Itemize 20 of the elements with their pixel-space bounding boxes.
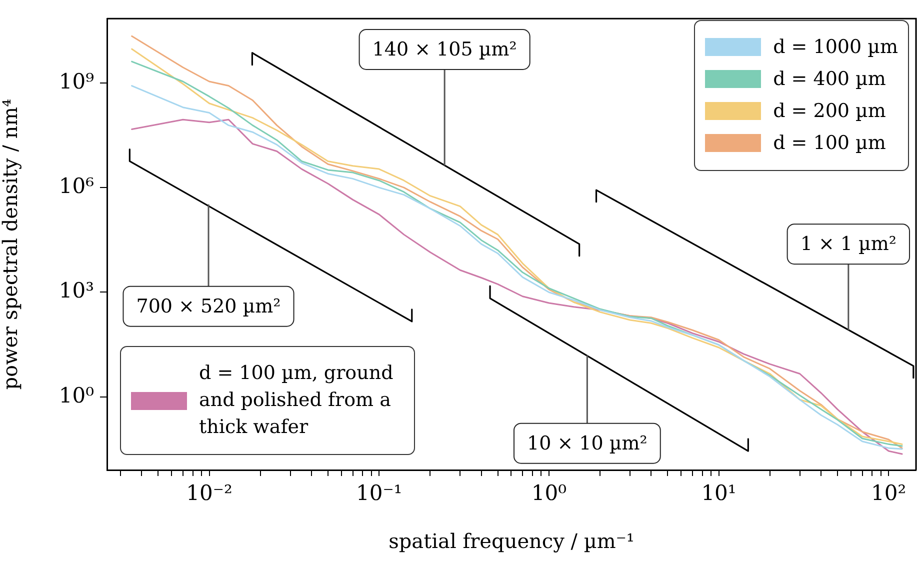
- legend-label: d = 1000 µm: [773, 34, 898, 60]
- annotation: 10 × 10 µm²: [527, 432, 648, 454]
- legend-label: d = 100 µm, ground and polished from a thick wafer: [199, 361, 394, 440]
- y-tick-label: 10⁹: [58, 69, 94, 94]
- y-tick-label: 10⁰: [58, 383, 94, 408]
- x-axis-title: spatial frequency / µm⁻¹: [388, 529, 634, 554]
- x-tick-label: 10⁰: [531, 481, 566, 506]
- x-tick-label: 10⁻²: [186, 481, 232, 506]
- x-tick-label: 10⁻¹: [356, 481, 402, 506]
- annotation: 140 × 105 µm²: [372, 38, 517, 60]
- legend-label: d = 100 µm: [773, 130, 886, 156]
- x-tick-label: 10¹: [701, 481, 736, 506]
- y-tick-label: 10⁶: [58, 174, 94, 198]
- y-axis-title: power spectral density / nm⁴: [0, 98, 22, 390]
- x-tick-label: 10²: [871, 481, 906, 506]
- y-tick-label: 10³: [58, 278, 94, 303]
- legend-label: d = 400 µm: [773, 66, 886, 92]
- legend-label: d = 200 µm: [773, 98, 886, 124]
- annotation: 1 × 1 µm²: [800, 233, 897, 256]
- annotation: 700 × 520 µm²: [136, 295, 281, 318]
